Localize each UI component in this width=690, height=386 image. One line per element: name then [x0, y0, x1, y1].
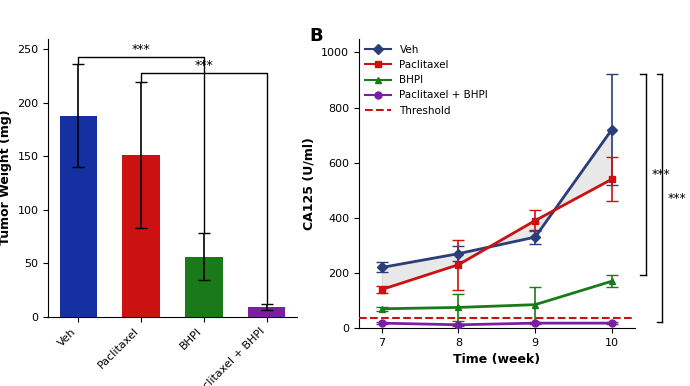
Bar [122, 155, 160, 317]
Bar [248, 307, 286, 317]
Text: ***: *** [668, 192, 687, 205]
X-axis label: Time (week): Time (week) [453, 353, 540, 366]
Bar [185, 257, 223, 317]
Y-axis label: CA125 (U/ml): CA125 (U/ml) [302, 137, 315, 230]
Text: ***: *** [195, 59, 213, 72]
Text: B: B [309, 27, 323, 45]
Text: ***: *** [132, 43, 150, 56]
Legend: Veh, Paclitaxel, BHPI, Paclitaxel + BHPI, Threshold: Veh, Paclitaxel, BHPI, Paclitaxel + BHPI… [361, 41, 493, 120]
Text: ***: *** [651, 168, 670, 181]
Bar [59, 115, 97, 317]
Y-axis label: Tumor Weight (mg): Tumor Weight (mg) [0, 110, 12, 245]
